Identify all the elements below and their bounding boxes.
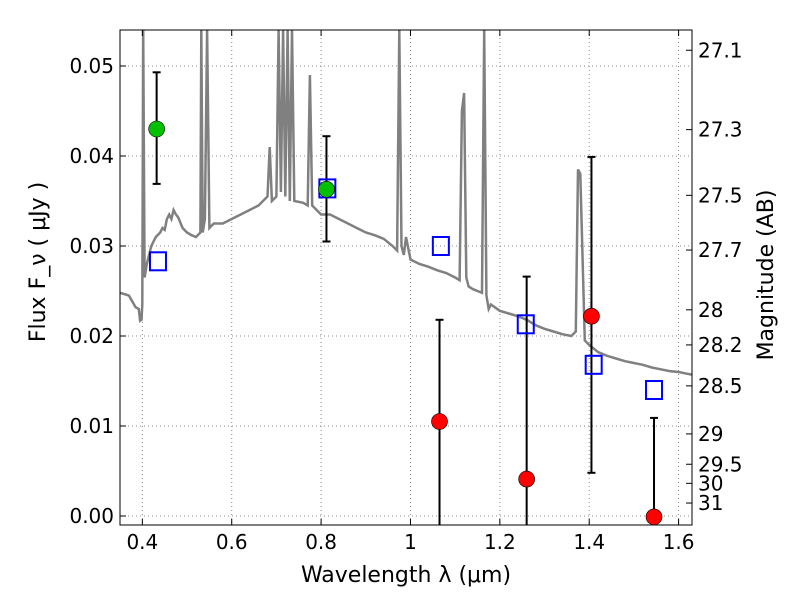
y-axis-label: Flux F_ν ( μJy ): [26, 182, 51, 342]
x-tick-label: 1.4: [573, 530, 605, 554]
y-axis-ticks: 0.00 0.01 0.02 0.03 0.04 0.05: [69, 54, 126, 528]
spectrum-series: [120, 30, 692, 376]
model-square: [516, 314, 535, 335]
right-tick-label: 28.5: [698, 374, 743, 398]
x-axis-ticks: 0.4 0.6 0.8 1 1.2 1.4 1.6: [126, 30, 695, 554]
y-tick-label: 0.02: [69, 324, 114, 348]
right-tick-label: 30: [698, 471, 723, 495]
right-tick-label: 27.1: [698, 38, 743, 62]
right-tick-label: 28.2: [698, 333, 743, 357]
grid-lines: [120, 30, 692, 525]
upper-limit-point: [645, 508, 663, 525]
y-tick-label: 0.03: [69, 234, 114, 258]
model-square: [645, 380, 664, 400]
right-tick-label: 29: [698, 422, 723, 446]
upper-limit-point: [583, 307, 600, 325]
data-markers: [148, 120, 664, 525]
right-tick-label: 27.5: [698, 183, 743, 207]
x-tick-label: 0.4: [126, 530, 158, 554]
x-tick-label: 1.2: [484, 530, 516, 554]
spectrum-line: [120, 30, 692, 376]
y-tick-label: 0.05: [69, 54, 114, 78]
upper-limit-point: [518, 470, 535, 488]
x-tick-label: 1: [404, 530, 417, 554]
right-tick-label: 27.3: [698, 118, 743, 142]
right-tick-label: 29.5: [698, 452, 743, 476]
plot-frame: [119, 29, 693, 526]
x-tick-label: 0.6: [216, 530, 248, 554]
right-tick-label: 28: [698, 298, 723, 322]
detection-point: [148, 120, 165, 138]
model-square: [431, 236, 450, 256]
plot-area-background: [120, 30, 692, 525]
right-tick-label: 27.7: [698, 238, 743, 262]
x-tick-label: 1.6: [663, 530, 695, 554]
model-square: [148, 251, 167, 272]
right-axis-label: Magnitude (AB): [754, 190, 779, 361]
right-tick-label: 31: [698, 491, 723, 515]
detection-point: [318, 181, 335, 198]
upper-limit-point: [431, 413, 448, 430]
x-axis-label: Wavelength λ (μm): [301, 563, 511, 588]
y-tick-label: 0.00: [69, 504, 114, 528]
y-tick-label: 0.01: [69, 414, 114, 438]
model-square: [584, 354, 603, 375]
y-tick-label: 0.04: [69, 144, 114, 168]
x-tick-label: 0.8: [305, 530, 337, 554]
